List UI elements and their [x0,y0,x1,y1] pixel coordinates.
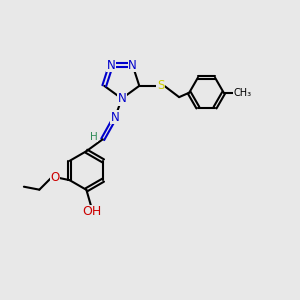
Text: H: H [90,132,98,142]
Text: CH₃: CH₃ [233,88,251,98]
Text: S: S [157,79,164,92]
Text: N: N [128,59,137,72]
Text: N: N [106,59,115,72]
Text: O: O [50,171,59,184]
Text: N: N [117,92,126,105]
Text: N: N [111,110,120,124]
Text: OH: OH [83,205,102,218]
